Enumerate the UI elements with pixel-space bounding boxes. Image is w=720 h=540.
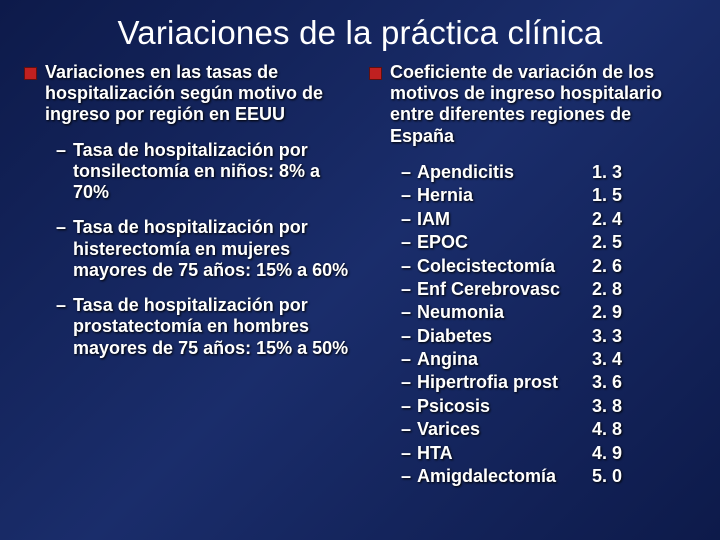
dash-icon: – (56, 140, 66, 204)
coefficient-row: –EPOC2. 5 (401, 231, 696, 254)
columns: Variaciones en las tasas de hospitalizac… (0, 62, 720, 488)
condition-name: Amigdalectomía (417, 465, 592, 488)
condition-name: Colecistectomía (417, 255, 592, 278)
coefficient-row: –Colecistectomía2. 6 (401, 255, 696, 278)
condition-name: Hipertrofia prost (417, 371, 592, 394)
left-heading: Variaciones en las tasas de hospitalizac… (45, 62, 351, 126)
left-sub-item: – Tasa de hospitalización por histerecto… (56, 217, 351, 281)
bullet-square-icon (24, 67, 37, 80)
dash-icon: – (401, 325, 417, 348)
dash-icon: – (401, 208, 417, 231)
coefficient-value: 1. 3 (592, 161, 622, 184)
coefficient-value: 2. 5 (592, 231, 622, 254)
coefficient-value: 3. 8 (592, 395, 622, 418)
dash-icon: – (401, 184, 417, 207)
coefficient-row: –Diabetes3. 3 (401, 325, 696, 348)
left-sub-item: – Tasa de hospitalización por tonsilecto… (56, 140, 351, 204)
left-sub-text: Tasa de hospitalización por tonsilectomí… (73, 140, 351, 204)
coefficient-value: 1. 5 (592, 184, 622, 207)
dash-icon: – (401, 348, 417, 371)
coefficient-value: 5. 0 (592, 465, 622, 488)
dash-icon: – (401, 442, 417, 465)
left-sub-text: Tasa de hospitalización por prostatectom… (73, 295, 351, 359)
condition-name: EPOC (417, 231, 592, 254)
left-sub-item: – Tasa de hospitalización por prostatect… (56, 295, 351, 359)
condition-name: Apendicitis (417, 161, 592, 184)
coefficient-row: –Hernia1. 5 (401, 184, 696, 207)
condition-name: Neumonia (417, 301, 592, 324)
dash-icon: – (401, 161, 417, 184)
coefficient-row: –Varices4. 8 (401, 418, 696, 441)
condition-name: Psicosis (417, 395, 592, 418)
coefficient-value: 4. 8 (592, 418, 622, 441)
coefficient-value: 2. 4 (592, 208, 622, 231)
dash-icon: – (401, 395, 417, 418)
coefficient-row: –Hipertrofia prost3. 6 (401, 371, 696, 394)
coefficient-value: 3. 3 (592, 325, 622, 348)
coefficient-list: –Apendicitis1. 3–Hernia1. 5–IAM2. 4–EPOC… (401, 161, 696, 488)
coefficient-row: –Neumonia2. 9 (401, 301, 696, 324)
dash-icon: – (56, 217, 66, 281)
dash-icon: – (401, 231, 417, 254)
coefficient-row: –Amigdalectomía5. 0 (401, 465, 696, 488)
condition-name: Angina (417, 348, 592, 371)
condition-name: Hernia (417, 184, 592, 207)
right-column: Coeficiente de variación de los motivos … (369, 62, 696, 488)
dash-icon: – (401, 418, 417, 441)
condition-name: IAM (417, 208, 592, 231)
right-heading: Coeficiente de variación de los motivos … (390, 62, 696, 147)
dash-icon: – (401, 255, 417, 278)
coefficient-row: –Psicosis3. 8 (401, 395, 696, 418)
left-column: Variaciones en las tasas de hospitalizac… (24, 62, 351, 488)
coefficient-value: 2. 6 (592, 255, 622, 278)
right-heading-row: Coeficiente de variación de los motivos … (369, 62, 696, 147)
dash-icon: – (401, 371, 417, 394)
condition-name: Enf Cerebrovasc (417, 278, 592, 301)
coefficient-row: –HTA4. 9 (401, 442, 696, 465)
coefficient-row: –Enf Cerebrovasc2. 8 (401, 278, 696, 301)
coefficient-value: 4. 9 (592, 442, 622, 465)
bullet-square-icon (369, 67, 382, 80)
dash-icon: – (401, 301, 417, 324)
coefficient-row: –Apendicitis1. 3 (401, 161, 696, 184)
coefficient-value: 2. 8 (592, 278, 622, 301)
condition-name: Varices (417, 418, 592, 441)
coefficient-value: 2. 9 (592, 301, 622, 324)
dash-icon: – (401, 465, 417, 488)
dash-icon: – (401, 278, 417, 301)
coefficient-row: –IAM2. 4 (401, 208, 696, 231)
dash-icon: – (56, 295, 66, 359)
coefficient-value: 3. 6 (592, 371, 622, 394)
left-heading-row: Variaciones en las tasas de hospitalizac… (24, 62, 351, 126)
left-sub-text: Tasa de hospitalización por histerectomí… (73, 217, 351, 281)
condition-name: Diabetes (417, 325, 592, 348)
coefficient-value: 3. 4 (592, 348, 622, 371)
slide-title: Variaciones de la práctica clínica (0, 0, 720, 62)
coefficient-row: –Angina3. 4 (401, 348, 696, 371)
condition-name: HTA (417, 442, 592, 465)
